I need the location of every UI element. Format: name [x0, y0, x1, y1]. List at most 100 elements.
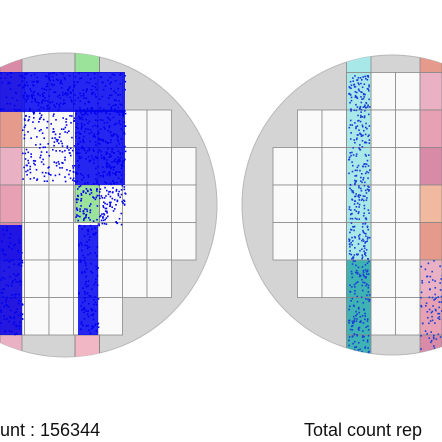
defect-dot — [420, 291, 423, 294]
defect-dot — [18, 225, 21, 227]
defect-dot — [10, 294, 13, 296]
defect-dot — [424, 268, 427, 271]
defect-dot — [351, 244, 353, 246]
defect-dot — [424, 330, 427, 332]
defect-dot — [88, 147, 91, 150]
defect-dot — [53, 141, 56, 143]
defect-dot — [40, 114, 43, 116]
defect-dot — [78, 155, 81, 158]
defect-dot — [115, 170, 118, 173]
defect-dot — [40, 106, 43, 109]
defect-dot — [89, 236, 91, 238]
defect-dot — [351, 198, 353, 201]
defect-dot — [364, 222, 367, 224]
defect-dot — [15, 274, 17, 277]
defect-dot — [351, 286, 353, 288]
defect-dot — [360, 82, 362, 85]
defect-dot — [354, 183, 356, 186]
defect-dot — [365, 163, 368, 166]
defect-dot — [71, 136, 73, 139]
defect-dot — [356, 125, 359, 127]
defect-dot — [42, 163, 45, 166]
defect-dot — [26, 84, 29, 87]
defect-dot — [12, 323, 15, 325]
defect-dot — [94, 252, 96, 254]
defect-dot — [115, 122, 117, 125]
defect-dot — [2, 233, 5, 236]
defect-dot — [432, 337, 435, 340]
defect-dot — [361, 98, 363, 100]
defect-dot — [96, 218, 98, 221]
defect-dot — [92, 233, 95, 235]
defect-dot — [361, 146, 364, 148]
defect-dot — [122, 202, 124, 204]
die — [297, 147, 323, 186]
defect-dot — [80, 197, 83, 200]
defect-dot — [365, 141, 368, 144]
defect-dot — [426, 310, 429, 313]
defect-dot — [430, 311, 433, 314]
defect-dot — [434, 293, 436, 296]
defect-dot — [59, 133, 61, 135]
defect-dot — [364, 315, 366, 317]
defect-dot — [367, 177, 369, 180]
defect-dot — [434, 286, 437, 289]
defect-dot — [70, 92, 72, 94]
defect-dot — [19, 284, 22, 286]
defect-dot — [360, 133, 362, 136]
defect-dot — [31, 96, 34, 98]
defect-dot — [124, 80, 127, 83]
defect-dot — [435, 309, 437, 312]
defect-dot — [89, 224, 92, 227]
defect-dot — [66, 169, 68, 171]
defect-dot — [85, 152, 87, 154]
defect-dot — [348, 238, 350, 241]
defect-dot — [64, 159, 66, 161]
defect-dot — [34, 160, 37, 162]
defect-dot — [438, 312, 441, 315]
defect-dot — [76, 188, 79, 190]
defect-dot — [97, 298, 100, 300]
defect-dot — [5, 96, 8, 99]
defect-dot — [100, 150, 102, 153]
die — [370, 72, 396, 111]
defect-dot — [86, 150, 89, 152]
defect-dot — [109, 141, 112, 144]
defect-dot — [350, 96, 353, 99]
defect-dot — [23, 84, 26, 86]
defect-dot — [116, 111, 119, 114]
defect-dot — [360, 108, 363, 111]
defect-dot — [68, 87, 71, 90]
defect-dot — [352, 304, 355, 307]
defect-dot — [4, 77, 7, 80]
defect-dot — [437, 370, 439, 372]
defect-dot — [36, 178, 39, 180]
defect-dot — [39, 112, 41, 115]
defect-dot — [353, 319, 355, 322]
defect-dot — [368, 186, 370, 188]
defect-dot — [75, 172, 77, 175]
defect-dot — [17, 273, 20, 275]
defect-dot — [21, 313, 24, 316]
defect-dot — [434, 298, 436, 300]
defect-dot — [120, 212, 123, 215]
defect-dot — [352, 147, 354, 149]
defect-dot — [90, 262, 92, 265]
defect-dot — [108, 170, 111, 173]
die — [48, 297, 74, 336]
defect-dot — [68, 149, 70, 151]
die — [370, 184, 396, 223]
defect-dot — [0, 77, 2, 79]
defect-dot — [106, 152, 109, 155]
defect-dot — [358, 311, 360, 314]
defect-dot — [121, 152, 124, 155]
defect-dot — [46, 120, 49, 123]
defect-dot — [118, 143, 121, 145]
defect-dot — [117, 111, 120, 113]
defect-dot — [354, 260, 356, 262]
defect-dot — [361, 289, 364, 292]
defect-dot — [75, 207, 78, 209]
defect-dot — [6, 226, 8, 228]
defect-dot — [122, 112, 125, 115]
defect-dot — [353, 209, 356, 211]
